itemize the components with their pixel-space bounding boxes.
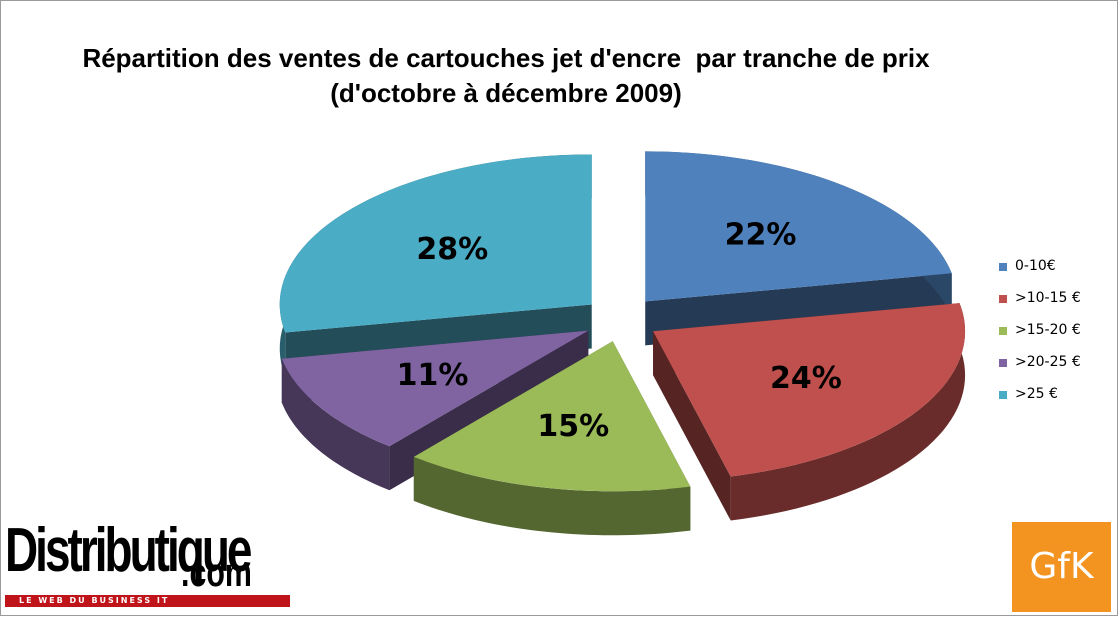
chart-title-line-2: (d'octobre à décembre 2009): [330, 78, 682, 108]
pie-data-label: 22%: [725, 217, 797, 252]
pie-slice-edge: [281, 358, 390, 491]
legend-swatch: [999, 263, 1007, 271]
legend-label: >15-20 €: [1015, 322, 1081, 338]
pie-data-label: 15%: [537, 409, 609, 444]
gfk-logo: GfK: [1012, 522, 1111, 612]
chart-title-line-1: Répartition des ventes de cartouches jet…: [82, 43, 930, 73]
distributique-logo-bar: [5, 595, 290, 607]
pie-data-label: 11%: [397, 358, 469, 393]
distributique-logo-tld: .com: [181, 551, 252, 595]
gfk-logo-text: GfK: [1029, 546, 1094, 587]
pie-data-label: 28%: [416, 232, 488, 267]
legend-label: >10-15 €: [1015, 290, 1081, 306]
pie-data-label: 24%: [770, 361, 842, 396]
legend-label: 0-10€: [1015, 258, 1056, 274]
distributique-logo: Distributique .com LE WEB DU BUSINESS IT: [5, 511, 295, 611]
legend-swatch: [999, 327, 1007, 335]
pie-slice: [645, 151, 952, 302]
pie-slice-wall: [653, 331, 731, 521]
legend-swatch: [999, 295, 1007, 303]
legend-swatch: [999, 359, 1007, 367]
distributique-logo-tagline: LE WEB DU BUSINESS IT: [19, 596, 170, 605]
legend-label: >25 €: [1015, 386, 1058, 402]
pie-slice-tops: [279, 151, 966, 492]
chart-title: Répartition des ventes de cartouches jet…: [1, 41, 1011, 111]
pie-slice-edge: [413, 456, 691, 536]
pie-data-labels: 22% 24% 15% 11% 28%: [397, 217, 842, 444]
pie-slice: [281, 330, 589, 447]
pie-slice: [653, 303, 966, 477]
legend-label: >20-25 €: [1015, 354, 1081, 370]
pie-slice: [413, 341, 691, 492]
legend-swatch: [999, 391, 1007, 399]
pie-slice: [279, 154, 592, 333]
distributique-logo-name: Distributique: [5, 516, 252, 585]
